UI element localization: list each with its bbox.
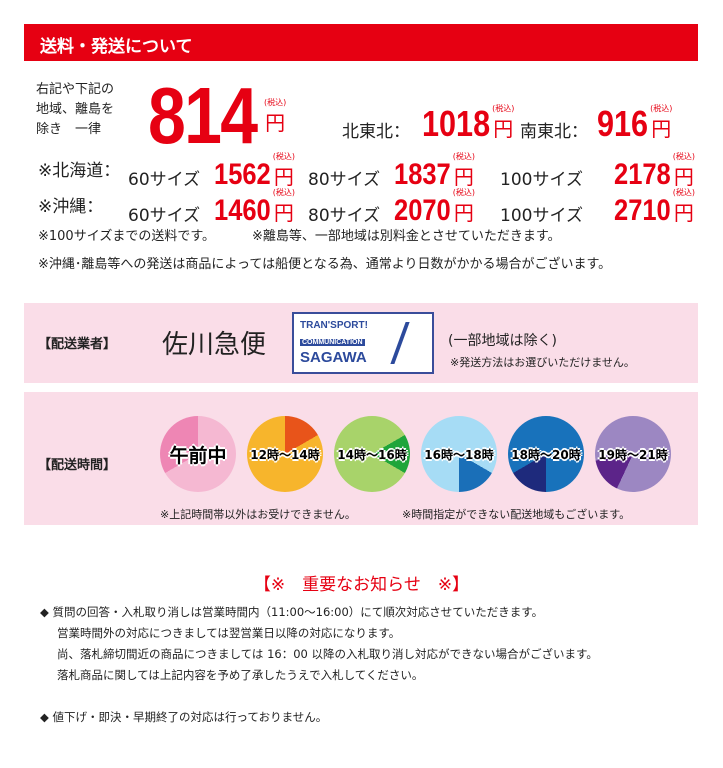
- yen: 円: [453, 201, 474, 225]
- tax-label: (税込): [492, 104, 515, 113]
- hokkaido-rate: 60サイズ 1562 (税込) 円: [128, 152, 295, 190]
- notice-body: ◆ 質問の回答・入札取り消しは営業時間内（11:00～16:00）にて順次対応さ…: [40, 602, 598, 728]
- price: 1460: [214, 194, 271, 227]
- hokkaido-label: ※北海道：: [38, 161, 121, 181]
- price: 1837: [394, 158, 451, 191]
- time-slot-3: 16時～18時: [421, 416, 497, 492]
- region-label: 北東北：: [342, 122, 410, 142]
- carrier-name: 佐川急便: [162, 330, 267, 360]
- time-slot-0: 午前中: [160, 416, 236, 492]
- price: 916: [597, 103, 649, 144]
- delivery-time-label: 【配送時間】: [38, 458, 117, 473]
- tax-label: (税込): [672, 152, 695, 161]
- price: 1562: [214, 158, 271, 191]
- notice-line: 営業時間外の対応につきましては翌営業日以降の対応になります。: [57, 626, 401, 640]
- notice-line: 落札商品に関しては上記内容を予め了承したうえで入札してください。: [57, 668, 424, 682]
- note-islands: ※離島等、一部地域は別料金とさせていただきます。: [252, 229, 561, 244]
- time-slot-label: 12時～14時: [250, 447, 320, 462]
- tax-label: (税込): [452, 152, 475, 161]
- hokkaido-rate: 80サイズ 1837 (税込) 円: [308, 152, 475, 190]
- time-slot-1: 12時～14時: [247, 416, 323, 492]
- tax-label: (税込): [264, 98, 287, 107]
- time-slot-label: 18時～20時: [511, 447, 581, 462]
- time-slot-label: 午前中: [169, 444, 227, 467]
- price: 2710: [614, 194, 671, 227]
- logo-text: TRAN'SPORT!: [300, 320, 368, 331]
- tax-label: (税込): [650, 104, 673, 113]
- tax-label: (税込): [272, 188, 295, 197]
- yen: 円: [651, 117, 672, 141]
- yen-unit: (税込) 円: [264, 98, 286, 136]
- time-slot-label: 16時～18時: [424, 447, 494, 462]
- price: 1018: [422, 103, 491, 144]
- size-label: 100サイズ: [500, 206, 583, 226]
- carrier-exception: (一部地域は除く): [448, 333, 557, 349]
- logo-text: SAGAWA: [300, 349, 367, 366]
- time-slot-5: 19時～21時: [595, 416, 671, 492]
- notice-line: 尚、落札締切間近の商品につきましては 16：00 以降の入札取り消し対応ができな…: [57, 647, 598, 661]
- flat-rate-price: 814: [148, 71, 258, 160]
- lead-line: 地域、離島を: [36, 102, 115, 117]
- notice-line: ◆ 質問の回答・入札取り消しは営業時間内（11:00～16:00）にて順次対応さ…: [40, 605, 544, 619]
- okinawa-rate: 80サイズ 2070 (税込) 円: [308, 188, 475, 226]
- tax-label: (税込): [272, 152, 295, 161]
- south-tohoku-price: 南東北： 916 (税込) 円: [520, 104, 672, 142]
- carrier-label: 【配送業者】: [38, 337, 117, 352]
- yen: 円: [673, 201, 694, 225]
- size-label: 60サイズ: [128, 170, 201, 190]
- hokkaido-rate: 100サイズ 2178 (税込) 円: [500, 152, 695, 190]
- size-label: 80サイズ: [308, 206, 381, 226]
- yen: 円: [453, 165, 474, 189]
- note-shipping-delay: ※沖縄･離島等への発送は商品によっては船便となる為、通常より日数がかかる場合がご…: [38, 257, 612, 272]
- time-slot-label: 19時～21時: [598, 447, 668, 462]
- north-tohoku-price: 北東北： 1018 (税込) 円: [342, 104, 514, 142]
- yen: 円: [273, 165, 294, 189]
- yen: 円: [673, 165, 694, 189]
- time-slot-label: 14時～16時: [337, 447, 407, 462]
- flat-rate-description: 右記や下記の 地域、離島を 除き 一律: [36, 80, 114, 140]
- sagawa-logo: TRAN'SPORT! COMMUNICATION SAGAWA: [292, 312, 434, 374]
- size-label: 80サイズ: [308, 170, 381, 190]
- lead-line: 右記や下記の: [36, 82, 115, 97]
- price: 2178: [614, 158, 671, 191]
- price: 2070: [394, 194, 451, 227]
- yen: 円: [493, 117, 514, 141]
- carrier-note: ※発送方法はお選びいただけません。: [450, 356, 635, 369]
- note-size-limit: ※100サイズまでの送料です。: [38, 229, 216, 244]
- yen: 円: [265, 111, 286, 135]
- time-slot-2: 14時～16時: [334, 416, 410, 492]
- section-header: 送料・発送について: [24, 24, 698, 61]
- okinawa-rate: 100サイズ 2710 (税込) 円: [500, 188, 695, 226]
- lead-line: 除き 一律: [36, 122, 102, 137]
- tax-label: (税込): [672, 188, 695, 197]
- logo-text: COMMUNICATION: [300, 339, 365, 346]
- region-label: 南東北：: [520, 122, 588, 142]
- time-note-1: ※上記時間帯以外はお受けできません。: [160, 508, 356, 521]
- okinawa-rate: 60サイズ 1460 (税込) 円: [128, 188, 295, 226]
- okinawa-label: ※沖縄：: [38, 197, 104, 217]
- size-label: 100サイズ: [500, 170, 583, 190]
- yen: 円: [273, 201, 294, 225]
- size-label: 60サイズ: [128, 206, 201, 226]
- notice-line: ◆ 値下げ・即決・早期終了の対応は行っておりません。: [40, 710, 328, 724]
- tax-label: (税込): [452, 188, 475, 197]
- time-slot-4: 18時～20時: [508, 416, 584, 492]
- time-note-2: ※時間指定ができない配送地域もございます。: [402, 508, 631, 521]
- notice-title: 【※ 重要なお知らせ ※】: [253, 575, 470, 595]
